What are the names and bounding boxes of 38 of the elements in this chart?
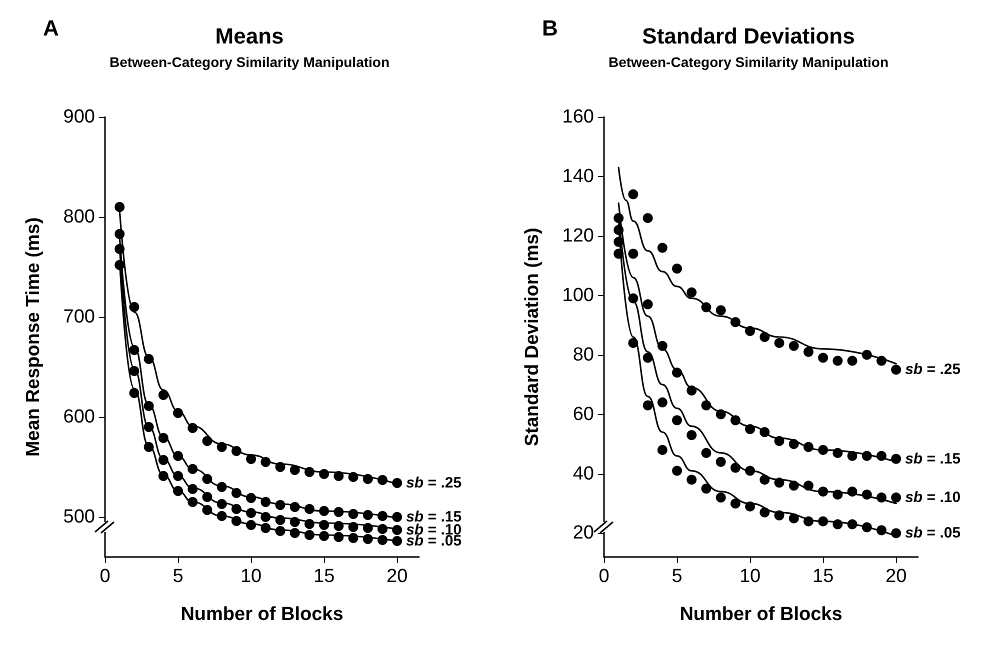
y-tick-label: 80 xyxy=(572,344,594,366)
y-tick-label: 800 xyxy=(63,206,95,228)
x-tick-label: 10 xyxy=(739,566,761,587)
y-tick-label: 160 xyxy=(562,106,594,128)
text: A xyxy=(43,16,59,40)
text: B xyxy=(542,16,558,40)
y-axis-title: Standard Deviation (ms) xyxy=(522,228,543,446)
series-label: sb = .25 xyxy=(406,474,462,492)
x-tick-label: 0 xyxy=(100,566,110,587)
y-tick-label: 60 xyxy=(572,404,594,425)
x-tick-label: 5 xyxy=(672,566,682,587)
y-tick-label: 20 xyxy=(572,522,594,544)
x-tick-label: 5 xyxy=(172,566,184,587)
y-tick-label: 600 xyxy=(63,406,95,428)
chart-title: Standard Deviations xyxy=(642,24,855,48)
x-tick-label: 20 xyxy=(886,566,907,587)
chart-subtitle: Between-Category Similarity Manipulation xyxy=(109,54,390,70)
chart-subtitle: Between-Category Similarity Manipulation xyxy=(608,54,889,70)
y-tick-label: 900 xyxy=(63,106,95,128)
x-axis-title: Number of Blocks xyxy=(180,604,344,625)
y-tick-label: 40 xyxy=(572,463,594,484)
x-tick-label: 0 xyxy=(598,566,610,587)
x-tick-label: 15 xyxy=(812,566,834,587)
series-label: sb = .05 xyxy=(905,524,961,542)
y-tick-label: 100 xyxy=(562,284,594,306)
series-label: sb = .15 xyxy=(905,450,961,468)
series-label: sb = .10 xyxy=(905,489,961,506)
y-tick-label: 140 xyxy=(562,166,594,187)
y-tick-label: 500 xyxy=(63,506,95,528)
chart-title: Means xyxy=(215,24,284,48)
y-axis-title: Mean Response Time (ms) xyxy=(23,217,44,457)
y-tick-label: 120 xyxy=(562,225,594,246)
y-tick-label: 700 xyxy=(63,306,95,328)
x-tick-label: 20 xyxy=(386,566,408,587)
series-label: sb = .25 xyxy=(905,361,961,378)
x-tick-label: 10 xyxy=(240,566,262,587)
x-tick-label: 15 xyxy=(314,566,335,587)
x-axis-title: Number of Blocks xyxy=(680,604,842,625)
